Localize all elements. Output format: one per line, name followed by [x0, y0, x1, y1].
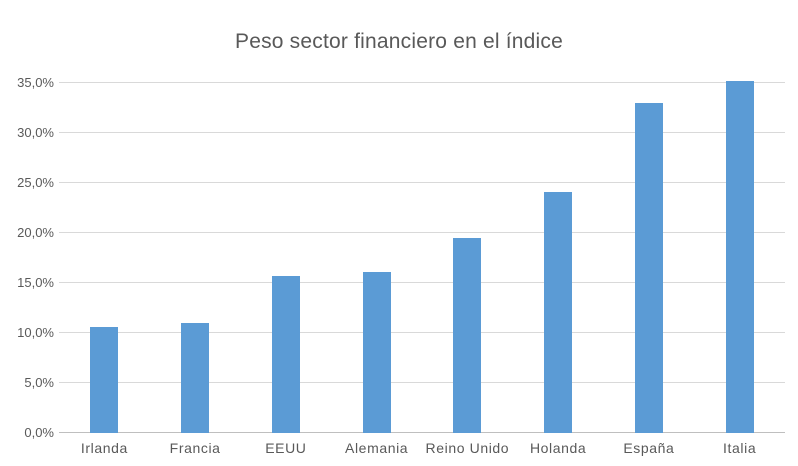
x-tick-label-irlanda: Irlanda [80, 440, 128, 456]
bar-italia [725, 81, 754, 433]
bar-españa [634, 103, 663, 433]
y-tick-label: 25,0% [17, 175, 54, 190]
y-tick-label: 30,0% [17, 125, 54, 140]
gridline-5 [59, 382, 785, 383]
bar-holanda [544, 192, 573, 433]
x-tick-label-francia: Francia [169, 440, 221, 456]
bar-alemania [362, 272, 391, 433]
x-tick-label-españa: España [623, 440, 675, 456]
gridline-25 [59, 182, 785, 183]
chart-title: Peso sector financiero en el índice [234, 30, 564, 53]
x-tick-label-eeuu: EEUU [265, 440, 307, 456]
bar-reino-unido [453, 238, 482, 433]
y-tick-label: 0,0% [24, 425, 54, 440]
x-tick-label-reino-unido: Reino Unido [425, 440, 510, 456]
y-tick-label: 20,0% [17, 225, 54, 240]
y-tick-label: 5,0% [24, 375, 54, 390]
bar-eeuu [271, 276, 300, 433]
gridline-10 [59, 332, 785, 333]
y-tick-label: 35,0% [17, 75, 54, 90]
x-tick-label-italia: Italia [723, 440, 757, 456]
bar-francia [181, 323, 210, 433]
gridline-15 [59, 282, 785, 283]
gridline-20 [59, 232, 785, 233]
gridline-30 [59, 132, 785, 133]
x-tick-label-holanda: Holanda [529, 440, 587, 456]
gridline-35 [59, 82, 785, 83]
plot-area [59, 81, 785, 433]
bar-irlanda [90, 327, 119, 433]
x-axis-line [59, 432, 785, 433]
x-tick-label-alemania: Alemania [345, 440, 409, 456]
y-tick-label: 10,0% [17, 325, 54, 340]
y-tick-label: 15,0% [17, 275, 54, 290]
